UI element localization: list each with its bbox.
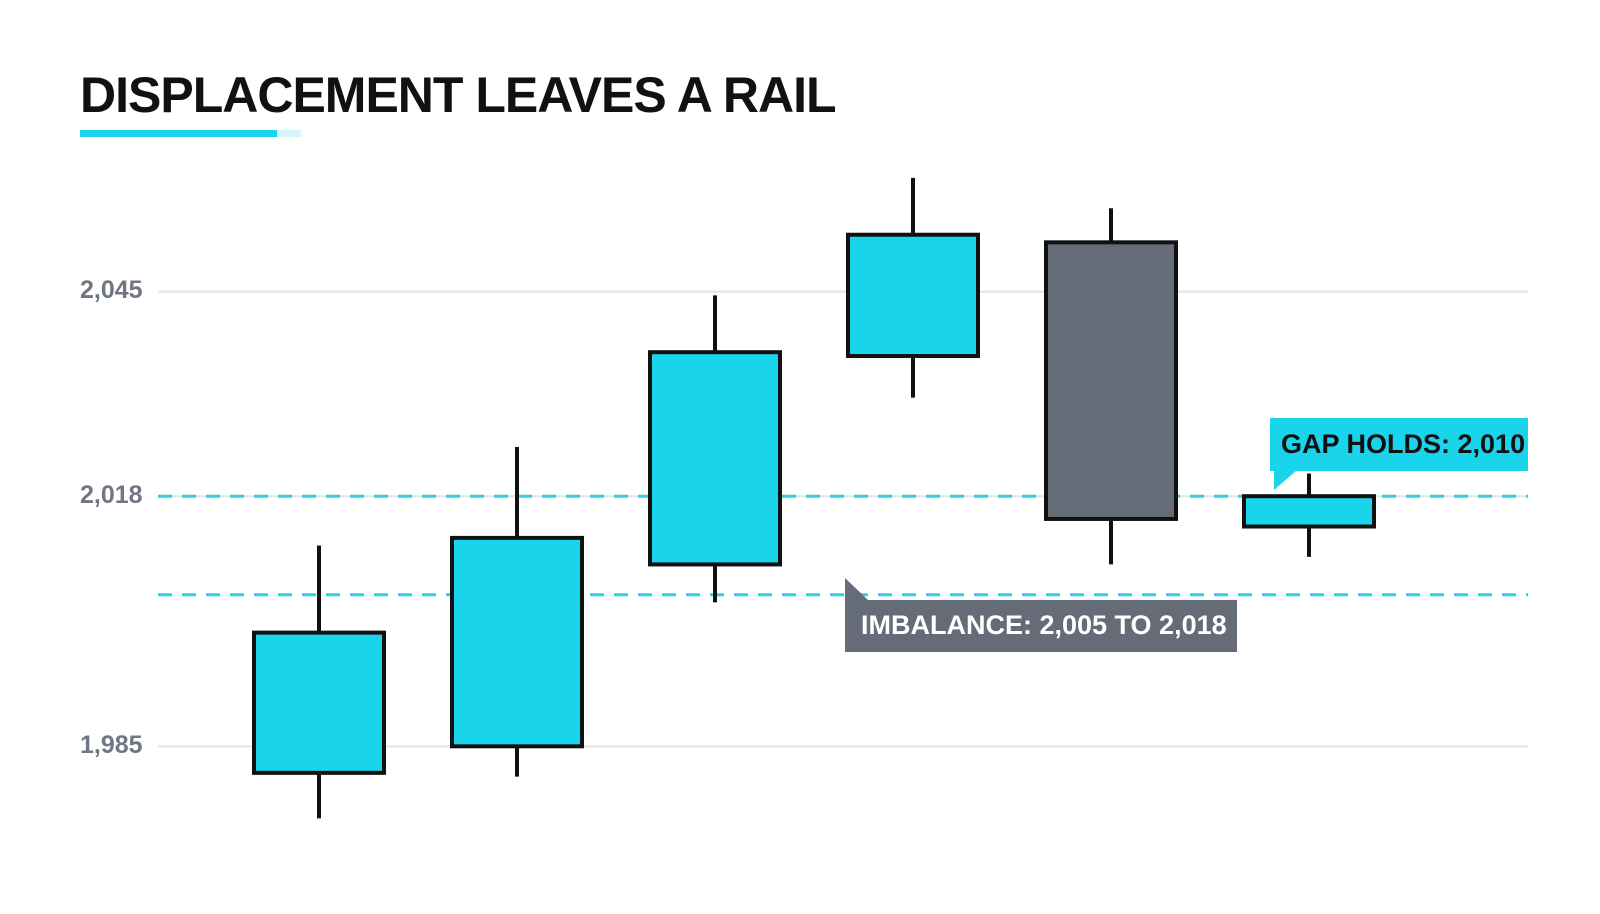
title-underline-fade bbox=[277, 130, 301, 137]
y-tick-label: 1,985 bbox=[80, 731, 143, 759]
chart-title: DISPLACEMENT LEAVES A RAIL bbox=[80, 67, 836, 123]
callout-text: IMBALANCE: 2,005 TO 2,018 bbox=[861, 610, 1227, 640]
candle-body bbox=[252, 630, 386, 775]
y-tick-label: 2,045 bbox=[80, 276, 143, 304]
callout-text: GAP HOLDS: 2,010 bbox=[1281, 429, 1525, 459]
callout-box bbox=[1270, 418, 1528, 471]
candle-body bbox=[648, 350, 782, 567]
candle-body bbox=[1242, 494, 1376, 529]
candle-body bbox=[1044, 240, 1178, 521]
title-underline bbox=[80, 130, 277, 137]
candle-body bbox=[846, 232, 980, 359]
candle-body bbox=[450, 535, 584, 749]
callout-pointer bbox=[845, 578, 868, 600]
annotations: IMBALANCE: 2,005 TO 2,018 GAP HOLDS: 2,0… bbox=[845, 418, 1528, 652]
y-tick-label: 2,018 bbox=[80, 481, 143, 509]
callout-box bbox=[845, 600, 1237, 652]
callout-pointer bbox=[1274, 471, 1296, 490]
plot: 1,985 2,018 2,045 bbox=[80, 177, 1528, 819]
